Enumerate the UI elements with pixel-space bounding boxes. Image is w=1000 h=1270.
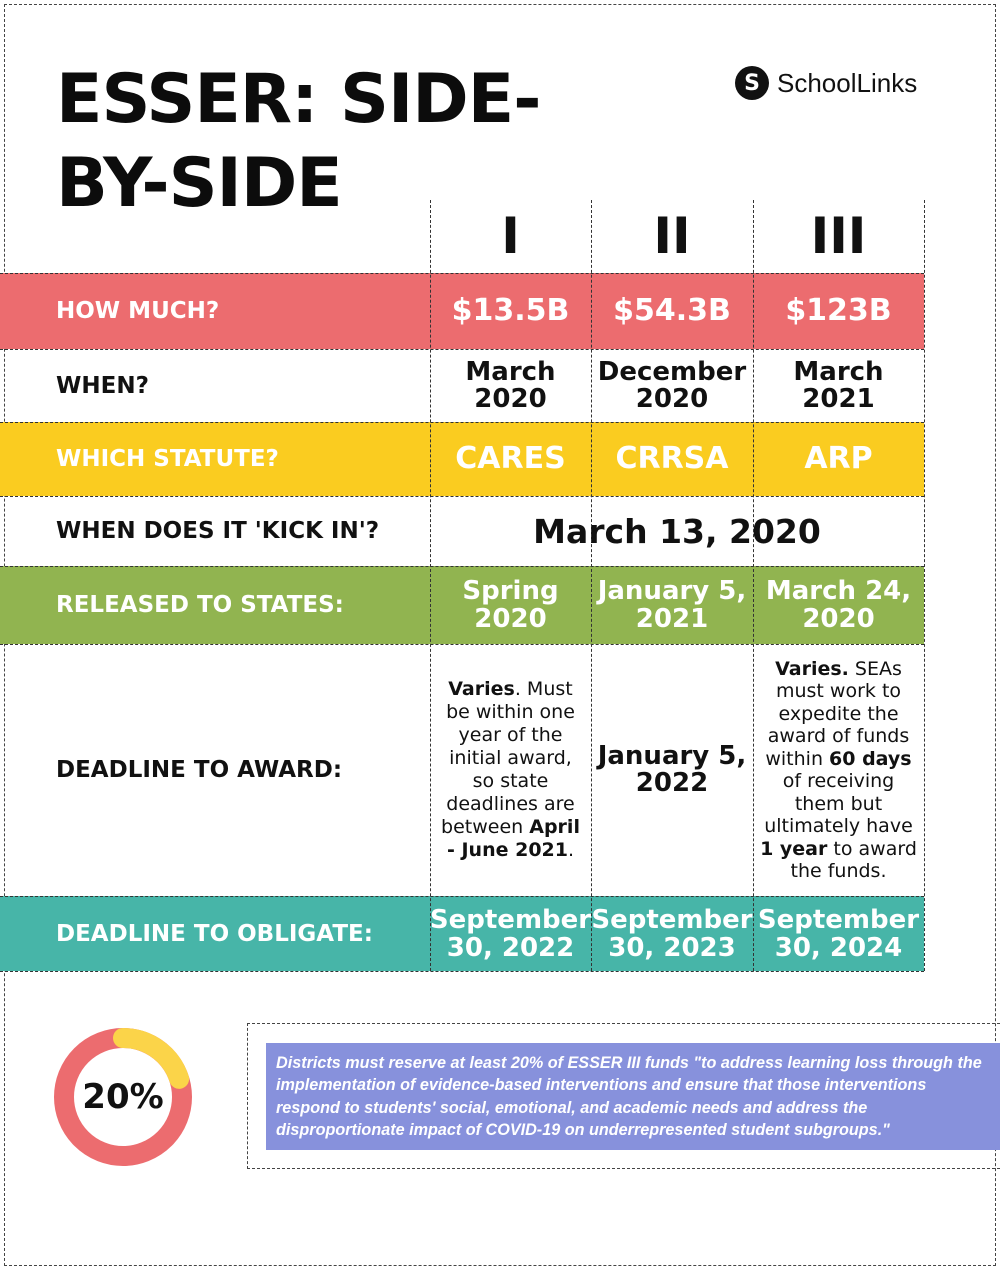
- grid-line: [924, 200, 925, 971]
- row-kick-in: WHEN DOES IT 'KICK IN'? March 13, 2020: [0, 496, 924, 566]
- reserve-note: Districts must reserve at least 20% of E…: [266, 1043, 1000, 1150]
- row-deadline-obligate: DEADLINE TO OBLIGATE: September 30, 2022 …: [0, 896, 924, 971]
- statute-esser-2: CRRSA: [615, 441, 729, 476]
- obligate-esser-3: September 30, 2024: [757, 904, 920, 963]
- row-label: DEADLINE TO OBLIGATE:: [56, 920, 373, 947]
- schoollinks-logo-text: SchoolLinks: [777, 67, 918, 98]
- kick-in-date: March 13, 2020: [430, 496, 924, 566]
- column-header-2: II: [653, 207, 691, 265]
- grid-line: [0, 644, 924, 645]
- row-when: WHEN? March 2020 December 2020 March 2021: [0, 349, 924, 422]
- when-esser-1: March 2020: [465, 356, 556, 414]
- row-label: WHEN?: [56, 372, 149, 399]
- amount-esser-2: $54.3B: [613, 293, 731, 328]
- grid-line: [0, 971, 924, 972]
- grid-line: [0, 273, 924, 274]
- row-how-much: HOW MUCH? $13.5B $54.3B $123B: [0, 273, 924, 349]
- schoollinks-logo: S SchoolLinks: [735, 64, 917, 102]
- row-deadline-award: DEADLINE TO AWARD: Varies. Must be withi…: [0, 644, 924, 896]
- note-frame: [247, 1023, 1000, 1169]
- grid-line: [0, 896, 924, 897]
- title-line-1: ESSER: SIDE-: [56, 60, 541, 139]
- grid-line: [753, 200, 754, 971]
- grid-line: [0, 566, 924, 567]
- column-header-1: I: [501, 207, 520, 265]
- column-header-3: III: [810, 207, 867, 265]
- released-esser-1: Spring 2020: [462, 576, 559, 634]
- statute-esser-1: CARES: [455, 441, 566, 476]
- when-esser-2: December 2020: [597, 356, 747, 414]
- row-label: WHICH STATUTE?: [56, 446, 279, 472]
- award-esser-3: Varies. SEAs must work to expedite the a…: [760, 657, 917, 883]
- row-released: RELEASED TO STATES: Spring 2020 January 5…: [0, 566, 924, 644]
- page-title: ESSER: SIDE- BY-SIDE: [56, 58, 616, 226]
- row-label: DEADLINE TO AWARD:: [56, 757, 343, 783]
- obligate-esser-1: September 30, 2022: [429, 904, 592, 963]
- donut-reserve-arc: [54, 1028, 192, 1166]
- reserve-percent: 20%: [82, 1077, 164, 1117]
- amount-esser-3: $123B: [785, 293, 892, 328]
- reserve-donut-chart: [54, 1028, 192, 1166]
- award-esser-2: January 5, 2022: [597, 741, 747, 798]
- grid-line: [430, 200, 431, 971]
- row-which-statute: WHICH STATUTE? CARES CRRSA ARP: [0, 422, 924, 496]
- when-esser-3: March 2021: [793, 356, 884, 414]
- released-esser-3: March 24, 2020: [765, 576, 912, 634]
- amount-esser-1: $13.5B: [451, 293, 570, 328]
- grid-line: [591, 200, 592, 971]
- statute-esser-3: ARP: [804, 441, 873, 476]
- grid-line: [0, 422, 924, 423]
- row-label: RELEASED TO STATES:: [56, 592, 344, 618]
- row-label: HOW MUCH?: [56, 298, 220, 324]
- released-esser-2: January 5, 2021: [597, 576, 747, 634]
- grid-line: [0, 349, 924, 350]
- grid-line: [0, 496, 924, 497]
- title-line-2: BY-SIDE: [56, 144, 343, 223]
- obligate-esser-2: September 30, 2023: [591, 904, 753, 963]
- award-esser-1: Varies. Must be within one year of the i…: [441, 678, 580, 861]
- schoollinks-logo-icon: S: [735, 66, 769, 100]
- row-label: WHEN DOES IT 'KICK IN'?: [56, 518, 380, 544]
